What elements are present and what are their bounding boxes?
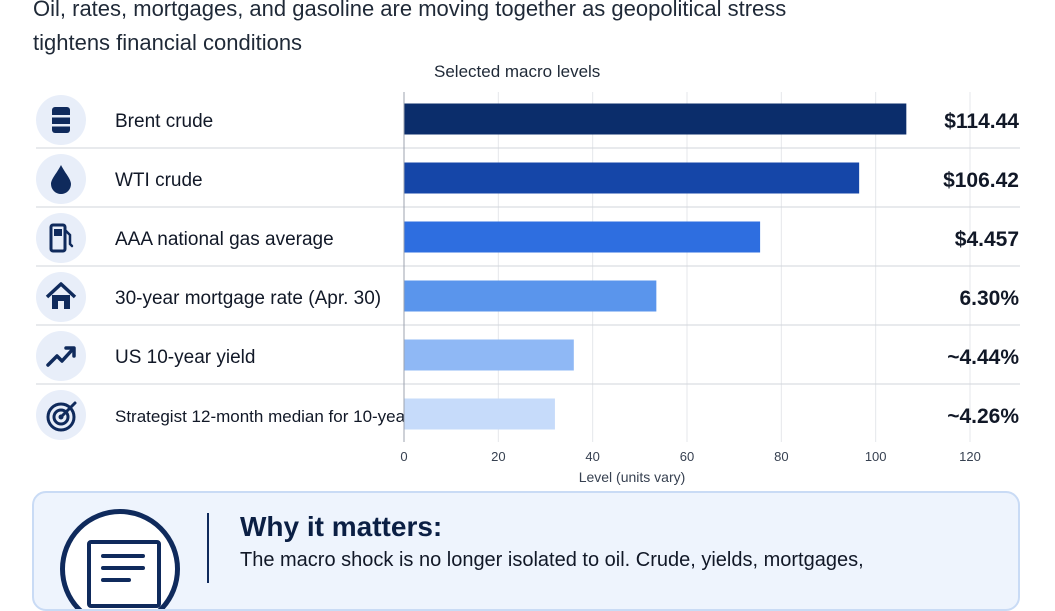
chart-row: Brent crude $114.44 — [36, 95, 1020, 149]
chart-row: AAA national gas average $4.457 — [36, 213, 1020, 267]
x-tick-label: 20 — [491, 449, 505, 464]
target-icon — [36, 390, 86, 440]
value-label: 6.30% — [959, 287, 1019, 310]
bar — [404, 162, 860, 194]
category-label: Strategist 12-month median for 10-year — [115, 407, 411, 426]
why-heading: Why it matters: — [240, 511, 443, 542]
newspaper-icon — [60, 509, 180, 609]
x-axis-label: Level (units vary) — [579, 469, 686, 485]
value-label: ~4.44% — [947, 346, 1019, 369]
chart-title: Selected macro levels — [434, 62, 601, 81]
house-icon — [36, 272, 86, 322]
bar — [404, 103, 907, 135]
x-tick-label: 80 — [774, 449, 788, 464]
x-tick-label: 120 — [959, 449, 981, 464]
x-tick-label: 0 — [400, 449, 407, 464]
bar-chart: Brent crude $114.44 WTI crude $106.42 AAA na… — [36, 92, 1020, 485]
chart-row: 30-year mortgage rate (Apr. 30) 6.30% — [36, 272, 1020, 326]
oil-drop-icon — [36, 154, 86, 204]
category-label: AAA national gas average — [115, 229, 334, 250]
value-label: ~4.26% — [947, 405, 1019, 428]
x-tick-label: 100 — [865, 449, 887, 464]
divider — [207, 513, 209, 583]
x-tick-label: 60 — [680, 449, 694, 464]
why-text: The macro shock is no longer isolated to… — [240, 549, 864, 571]
x-tick-label: 40 — [585, 449, 599, 464]
gas-pump-icon — [36, 213, 86, 263]
value-label: $106.42 — [943, 169, 1019, 192]
chart-row: Strategist 12-month median for 10-year ~4… — [36, 390, 1019, 440]
gridlines — [403, 92, 971, 442]
category-label: Brent crude — [115, 111, 213, 132]
chart-subtitle: Oil, rates, mortgages, and gasoline are … — [33, 0, 787, 55]
category-label: WTI crude — [115, 170, 203, 191]
chart-row: WTI crude $106.42 — [36, 154, 1020, 208]
bar — [404, 280, 657, 312]
category-label: 30-year mortgage rate (Apr. 30) — [115, 288, 381, 309]
category-label: US 10-year yield — [115, 347, 255, 368]
bar — [404, 398, 555, 430]
x-axis: 0 20 40 60 80 100 120 — [400, 92, 981, 464]
chart-row: US 10-year yield ~4.44% — [36, 331, 1020, 385]
oil-barrel-icon — [36, 95, 86, 145]
bar — [404, 339, 574, 371]
trend-up-icon — [36, 331, 86, 381]
value-label: $4.457 — [955, 228, 1019, 251]
value-label: $114.44 — [944, 110, 1019, 133]
why-it-matters-panel: Why it matters: The macro shock is no lo… — [32, 491, 1020, 611]
chart-rows: Brent crude $114.44 WTI crude $106.42 AAA na… — [36, 95, 1020, 440]
bar — [404, 221, 761, 253]
